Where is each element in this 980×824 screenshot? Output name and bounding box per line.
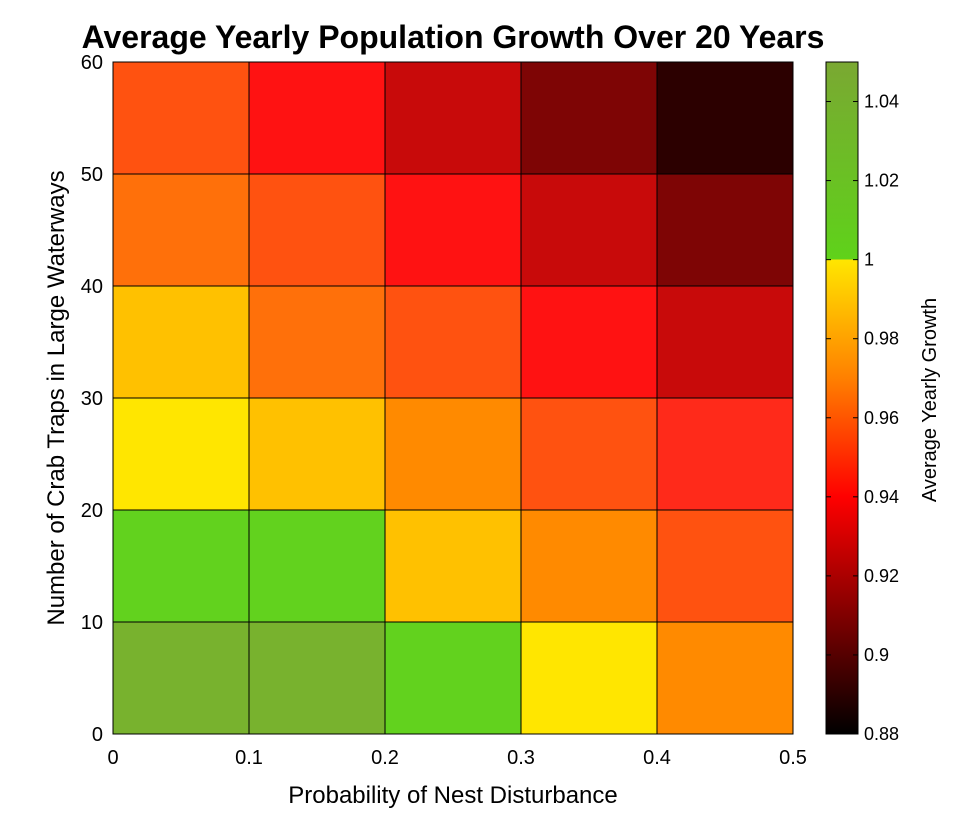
- colorbar-tick-label: 0.9: [864, 645, 889, 665]
- heatmap-cell: [656, 173, 794, 287]
- heatmap-cell: [384, 173, 522, 287]
- heatmap-cell: [112, 621, 250, 735]
- heatmap-cell: [248, 397, 386, 511]
- colorbar-tick-label: 0.98: [864, 329, 899, 349]
- heatmap-cell: [248, 621, 386, 735]
- heatmap-cell: [656, 285, 794, 399]
- colorbar-tick-label: 0.88: [864, 724, 899, 744]
- x-tick-label: 0.4: [643, 747, 671, 769]
- y-tick-label: 20: [81, 500, 103, 522]
- y-tick-label: 40: [81, 276, 103, 298]
- y-tick-label: 0: [92, 724, 103, 746]
- heatmap-cell: [384, 397, 522, 511]
- heatmap-cell: [112, 397, 250, 511]
- x-tick-label: 0: [107, 747, 118, 769]
- colorbar-tick-label: 0.92: [864, 566, 899, 586]
- x-tick-label: 0.5: [779, 747, 807, 769]
- heatmap-cell: [384, 509, 522, 623]
- heatmap-cell: [112, 285, 250, 399]
- y-tick-label: 30: [81, 388, 103, 410]
- y-tick-label: 50: [81, 164, 103, 186]
- heatmap-cell: [520, 397, 658, 511]
- colorbar-ticks: 0.88 0.9 0.92 0.94 0.96 0.98 1 1.02 1.04: [826, 92, 899, 744]
- heatmap-cell: [384, 621, 522, 735]
- heatmap-cell: [520, 61, 658, 175]
- x-axis-ticks: 0 0.1 0.2 0.3 0.4 0.5: [107, 62, 807, 769]
- heatmap-cell: [248, 285, 386, 399]
- heatmap-cell: [112, 61, 250, 175]
- y-axis-label: Number of Crab Traps in Large Waterways: [43, 170, 70, 625]
- x-tick-label: 0.3: [507, 747, 535, 769]
- colorbar: [825, 61, 859, 735]
- heatmap-cell: [384, 285, 522, 399]
- x-tick-label: 0.1: [235, 747, 263, 769]
- y-axis-ticks: 0 10 20 30 40 50 60: [81, 52, 793, 746]
- heatmap-cell: [520, 285, 658, 399]
- colorbar-label: Average Yearly Growth: [919, 298, 941, 502]
- colorbar-tick-label: 0.94: [864, 487, 899, 507]
- heatmap-cell: [656, 621, 794, 735]
- heatmap-cell: [656, 61, 794, 175]
- y-tick-label: 60: [81, 52, 103, 74]
- heatmap-cell: [520, 173, 658, 287]
- colorbar-tick-label: 1.04: [864, 92, 899, 112]
- x-tick-label: 0.2: [371, 747, 399, 769]
- heatmap-cell: [112, 509, 250, 623]
- colorbar-tick-label: 0.96: [864, 408, 899, 428]
- y-tick-label: 10: [81, 612, 103, 634]
- heatmap-cell: [656, 397, 794, 511]
- heatmap-cell: [248, 61, 386, 175]
- heatmap-cell: [384, 61, 522, 175]
- heatmap-cell: [520, 621, 658, 735]
- chart-title: Average Yearly Population Growth Over 20…: [82, 19, 825, 55]
- heatmap-cells: [112, 61, 794, 735]
- heatmap-cell: [248, 173, 386, 287]
- heatmap-cell: [520, 509, 658, 623]
- x-axis-label: Probability of Nest Disturbance: [288, 782, 617, 809]
- colorbar-tick-label: 1.02: [864, 171, 899, 191]
- colorbar-tick-label: 1: [864, 250, 874, 270]
- heatmap-cell: [112, 173, 250, 287]
- heatmap-cell: [656, 509, 794, 623]
- heatmap-cell: [248, 509, 386, 623]
